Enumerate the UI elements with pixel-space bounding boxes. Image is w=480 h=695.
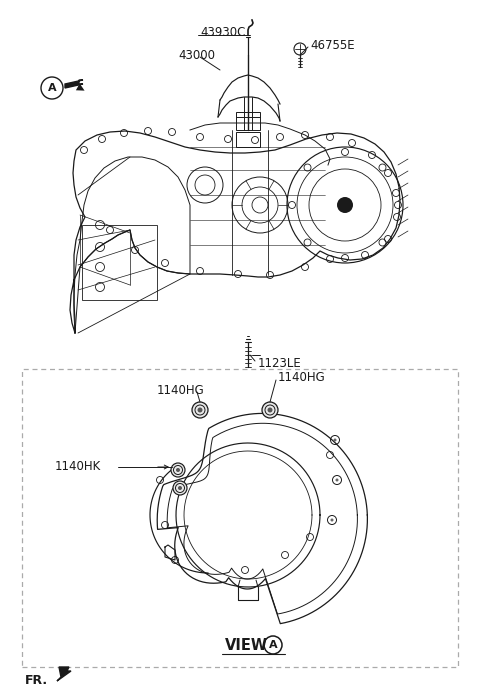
Text: FR.: FR. [25,673,48,687]
Circle shape [192,402,208,418]
Text: 1140HG: 1140HG [278,370,326,384]
Text: A: A [48,83,56,93]
Text: 43000: 43000 [178,49,215,61]
Circle shape [331,518,334,521]
Circle shape [197,407,203,413]
Circle shape [262,402,278,418]
Circle shape [176,468,180,472]
Polygon shape [57,667,71,681]
Polygon shape [65,80,83,88]
Circle shape [178,486,182,490]
Text: 43930C: 43930C [200,26,245,38]
Circle shape [337,197,353,213]
Circle shape [267,407,273,413]
Text: A: A [269,640,277,650]
Bar [22,369,458,667]
Text: 46755E: 46755E [310,38,355,51]
Text: 1123LE: 1123LE [258,357,302,370]
Circle shape [173,481,187,495]
Circle shape [336,478,338,482]
Circle shape [334,439,336,441]
Text: VIEW: VIEW [225,637,268,653]
Text: 1140HK: 1140HK [55,461,101,473]
Circle shape [171,463,185,477]
Text: 1140HG: 1140HG [157,384,205,397]
